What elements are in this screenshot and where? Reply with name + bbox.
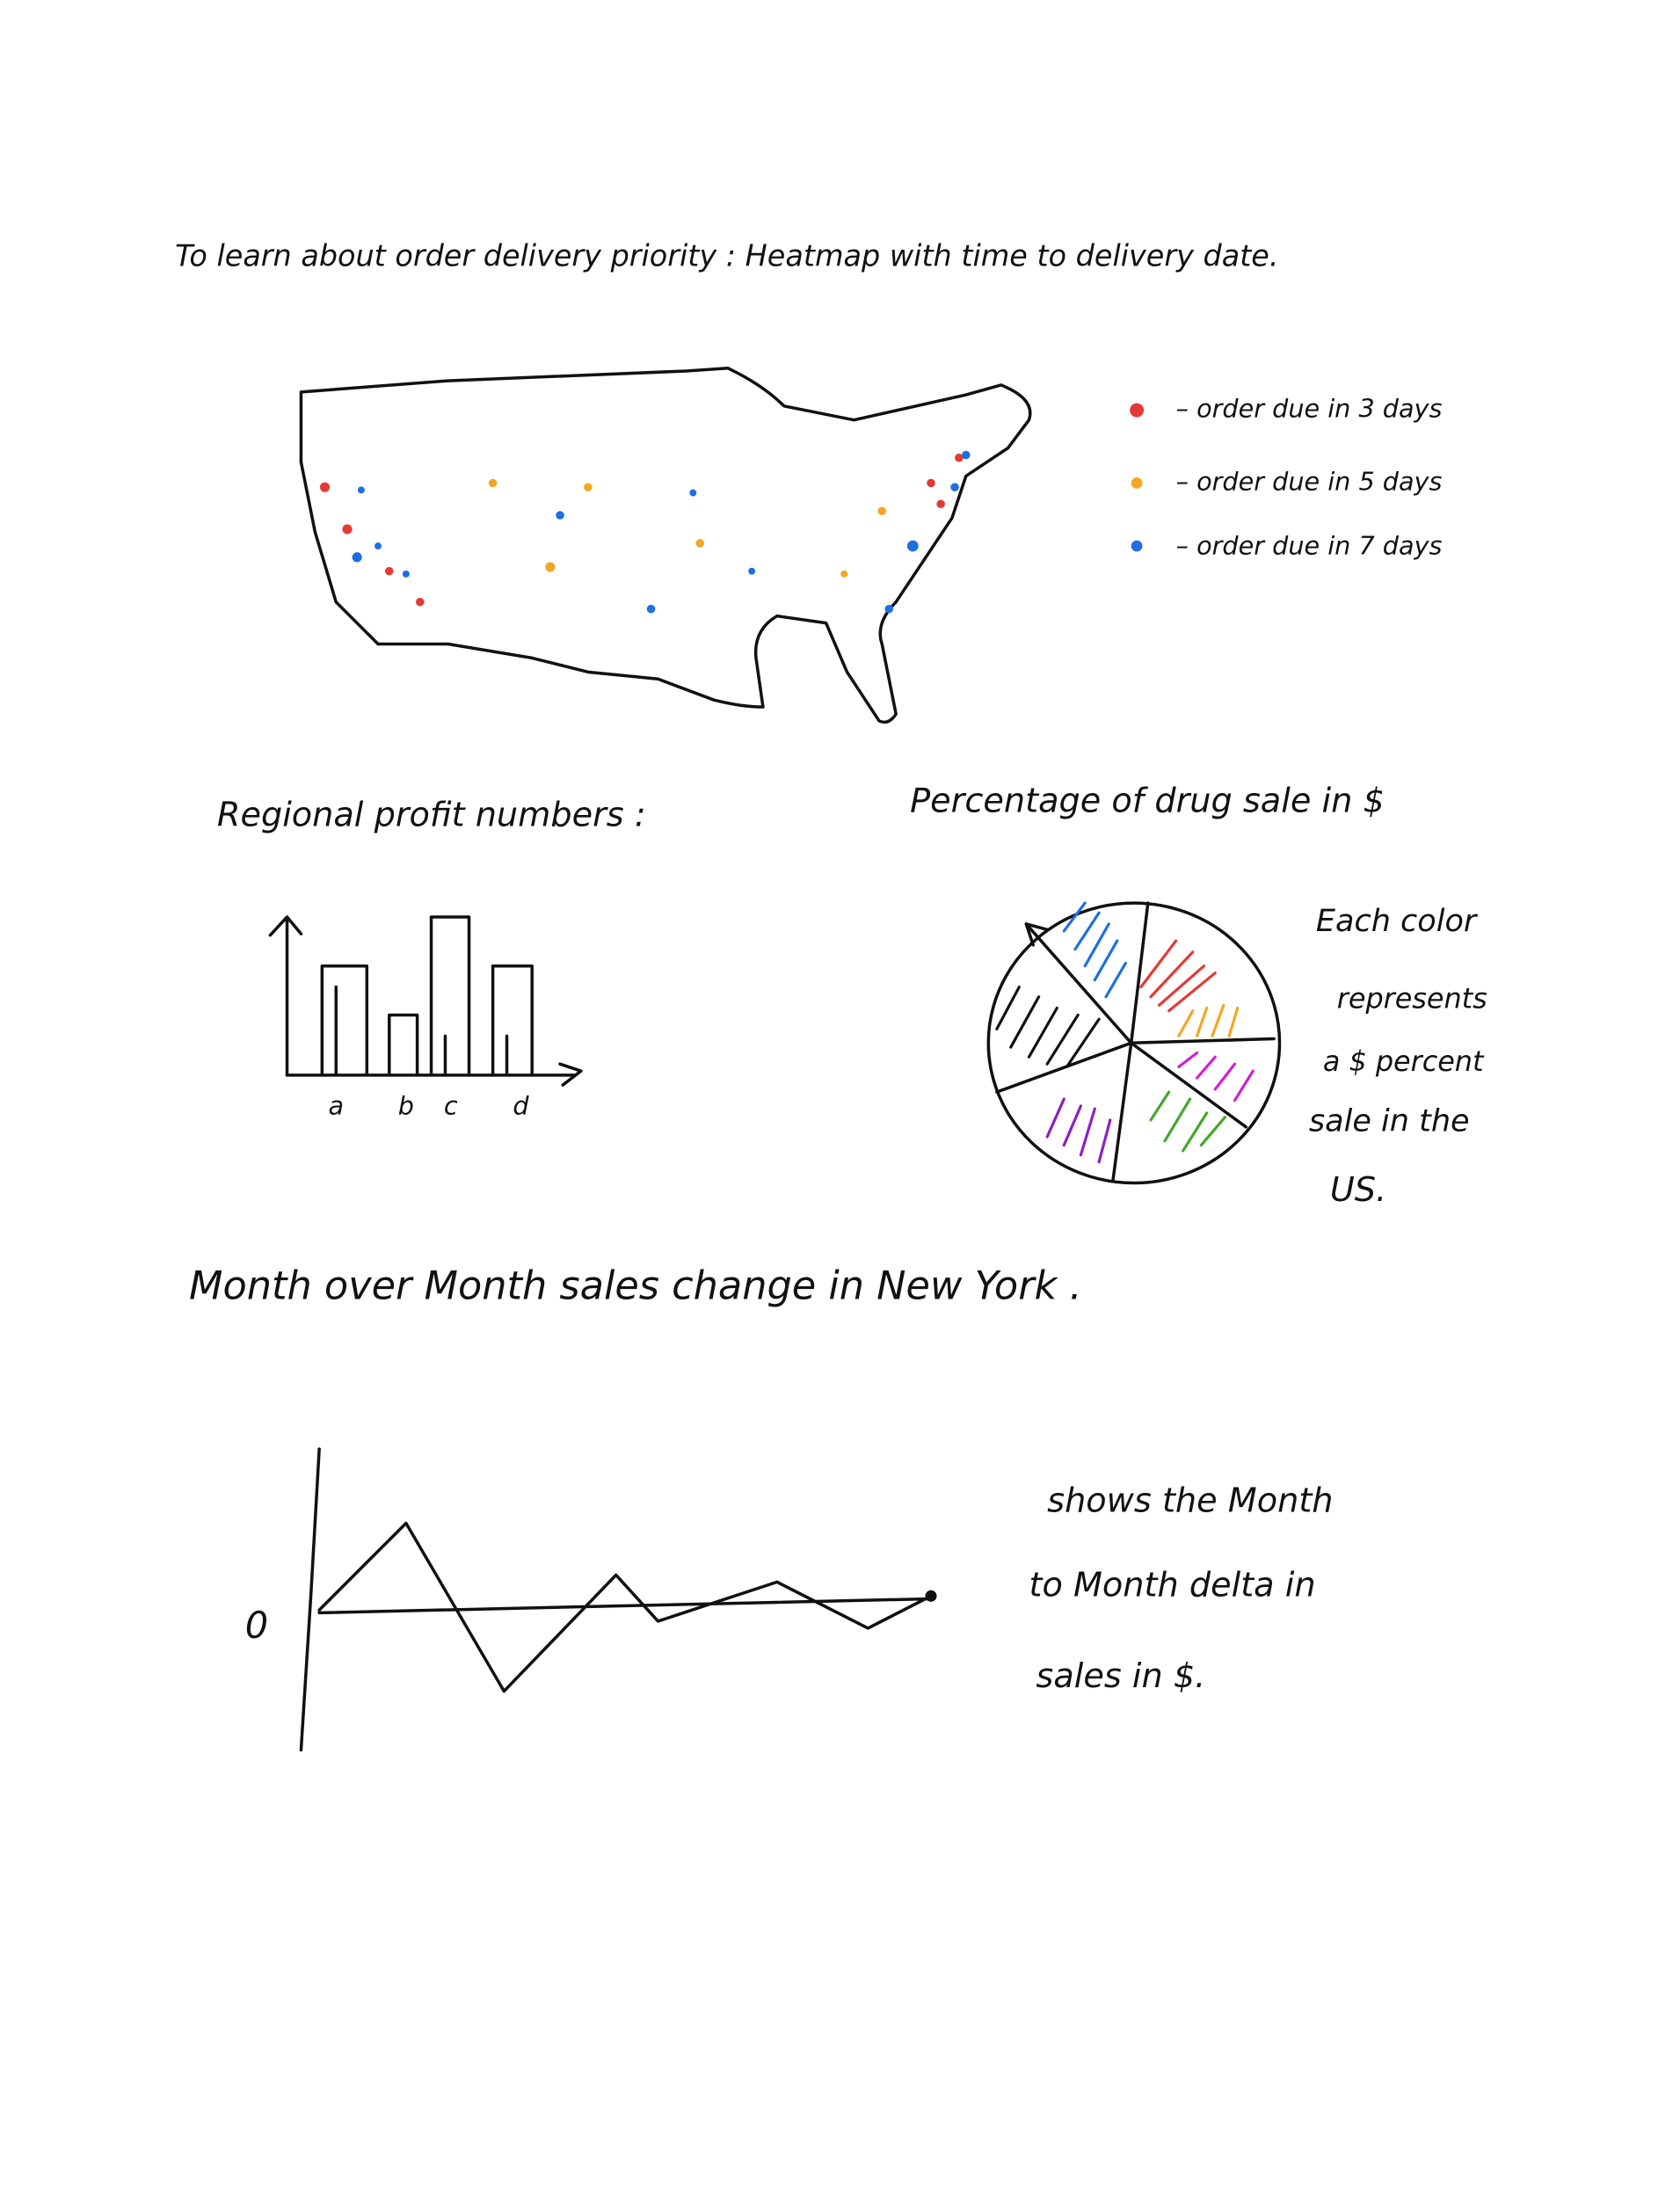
dot xyxy=(689,489,697,497)
x-tick-label: a xyxy=(328,1091,344,1121)
dot xyxy=(545,562,556,572)
bar xyxy=(491,964,534,1077)
pie-sketch xyxy=(986,901,1282,1185)
x-tick-label: d xyxy=(513,1091,529,1121)
pie-note: sale in the xyxy=(1309,1103,1470,1139)
page-title: To learn about order delivery priority :… xyxy=(175,239,1278,273)
y-axis xyxy=(299,1447,321,1752)
dot xyxy=(357,486,365,494)
dot xyxy=(840,570,848,578)
legend-label: – order due in 7 days xyxy=(1176,531,1443,561)
dot xyxy=(488,478,498,488)
legend-label: – order due in 3 days xyxy=(1176,394,1443,424)
pie-outline xyxy=(986,901,1282,1185)
dot xyxy=(416,597,425,607)
bar xyxy=(429,915,471,1077)
dot xyxy=(936,499,945,509)
legend-label: – order due in 5 days xyxy=(1176,466,1443,496)
dot xyxy=(556,511,564,520)
dot xyxy=(695,539,705,548)
zero-line xyxy=(317,1597,933,1615)
dot xyxy=(877,506,887,515)
pie-note: Each color xyxy=(1316,903,1479,939)
pie-dividers xyxy=(995,901,1276,1183)
dot xyxy=(646,604,656,614)
hatch xyxy=(1062,901,1127,999)
bar-title: Regional profit numbers : xyxy=(217,796,646,834)
dot xyxy=(342,524,353,535)
legend-dot xyxy=(1131,477,1143,489)
dot xyxy=(950,483,959,491)
x-tick-label: c xyxy=(444,1091,458,1121)
hatch xyxy=(1045,1097,1112,1164)
dot xyxy=(962,450,971,460)
pie-note: US. xyxy=(1330,1171,1386,1210)
hatch xyxy=(1177,1051,1255,1103)
y-label: 0 xyxy=(245,1605,268,1647)
bar xyxy=(388,1013,419,1077)
hatch xyxy=(1149,1090,1226,1153)
dot xyxy=(375,542,382,550)
line-sketch xyxy=(299,1447,937,1752)
us-map-outline xyxy=(299,367,1032,724)
line-note: to Month delta in xyxy=(1029,1566,1315,1605)
dot xyxy=(319,482,331,492)
bar xyxy=(320,964,369,1077)
dot xyxy=(352,552,362,563)
dot xyxy=(384,566,394,576)
y-axis xyxy=(268,915,303,1077)
dot xyxy=(955,453,964,462)
pie-note: represents xyxy=(1337,981,1487,1015)
hatch xyxy=(995,986,1101,1068)
line-note: sales in $. xyxy=(1036,1657,1205,1696)
line xyxy=(317,1521,933,1693)
dot xyxy=(584,483,593,491)
legend-dot xyxy=(1131,540,1143,552)
line-note: shows the Month xyxy=(1047,1482,1333,1521)
x-tick-label: b xyxy=(398,1091,414,1121)
dot xyxy=(884,604,894,614)
dot xyxy=(748,567,756,575)
hatch xyxy=(1177,1003,1240,1037)
map-dots xyxy=(319,450,971,614)
end-dot xyxy=(925,1590,937,1602)
hatch xyxy=(1139,939,1217,1013)
bar-sketch xyxy=(268,915,583,1087)
line-title: Month over Month sales change in New Yor… xyxy=(189,1263,1082,1309)
pie-note: a $ percent xyxy=(1323,1044,1485,1078)
dot xyxy=(402,570,410,578)
dot xyxy=(906,540,919,552)
dot xyxy=(927,478,935,488)
legend-dot xyxy=(1130,403,1145,418)
pie-title: Percentage of drug sale in $ xyxy=(910,782,1385,821)
